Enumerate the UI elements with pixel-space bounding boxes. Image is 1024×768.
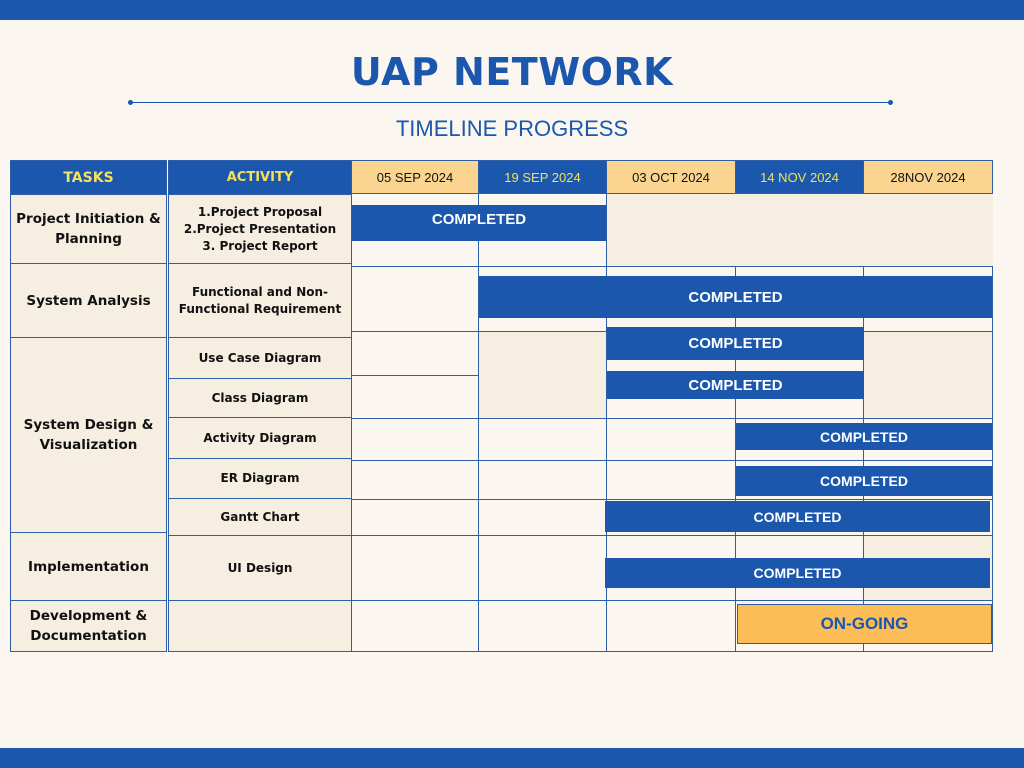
- bar-class: COMPLETED: [607, 371, 864, 399]
- bar-use-case-label: COMPLETED: [688, 335, 783, 352]
- bar-development: ON-GOING: [737, 604, 992, 644]
- divider-right-dot: [888, 100, 893, 105]
- task-label-development: Development & Documentation: [29, 608, 148, 644]
- grid-col-line-1: [478, 193, 479, 652]
- activity-label-ui: UI Design: [227, 560, 293, 575]
- task-cell-development: Development & Documentation: [10, 600, 167, 652]
- activity-cell-gantt: Gantt Chart: [168, 498, 352, 536]
- grid-shade-row3b: [479, 332, 606, 418]
- top-banner: [0, 0, 1024, 20]
- bar-use-case: COMPLETED: [607, 327, 864, 360]
- page-subtitle: TIMELINE PROGRESS: [395, 116, 629, 141]
- grid-row-line-8: [351, 600, 993, 601]
- activity-header: ACTIVITY: [168, 160, 352, 195]
- bar-ui-label: COMPLETED: [753, 565, 842, 581]
- activity-label-project-docs: 1.Project Proposal 2.Project Presentatio…: [183, 204, 337, 253]
- activity-label-requirements: Functional and Non- Functional Requireme…: [178, 284, 342, 316]
- grid-col-line-2: [606, 193, 607, 652]
- bar-class-label: COMPLETED: [688, 376, 783, 394]
- grid-row-line-5: [351, 460, 993, 461]
- bar-ui: COMPLETED: [605, 558, 990, 588]
- bar-analysis: COMPLETED: [479, 276, 992, 318]
- activity-cell-er: ER Diagram: [168, 458, 352, 499]
- grid-row-line-6: [351, 499, 993, 500]
- timeline-grid: [351, 193, 993, 652]
- grid-col-line-4: [863, 193, 864, 652]
- activity-cell-activity: Activity Diagram: [168, 417, 352, 459]
- activity-cell-project-docs: 1.Project Proposal 2.Project Presentatio…: [168, 194, 352, 264]
- activity-cell-empty: [168, 600, 352, 652]
- activity-label-activity: Activity Diagram: [203, 430, 317, 445]
- bar-activity-label: COMPLETED: [820, 428, 908, 445]
- bar-analysis-label: COMPLETED: [688, 288, 783, 306]
- grid-shade-row3: [864, 332, 992, 418]
- date-label-1: 05 SEP 2024: [376, 169, 454, 185]
- date-header-2: 19 SEP 2024: [478, 160, 607, 194]
- bottom-banner: [0, 748, 1024, 768]
- bar-gantt: COMPLETED: [605, 501, 990, 532]
- tasks-header-label: TASKS: [63, 169, 114, 186]
- page-title: UAP NETWORK: [350, 50, 674, 94]
- task-label-design: System Design & Visualization: [23, 417, 154, 453]
- date-label-5: 28NOV 2024: [890, 169, 966, 185]
- activity-header-label: ACTIVITY: [226, 170, 294, 185]
- date-label-3: 03 OCT 2024: [632, 169, 710, 185]
- activity-label-er: ER Diagram: [220, 471, 300, 485]
- task-cell-design: System Design & Visualization: [10, 337, 167, 533]
- activity-cell-class: Class Diagram: [168, 378, 352, 418]
- task-cell-implementation: Implementation: [10, 532, 167, 601]
- bar-er-label: COMPLETED: [820, 473, 908, 489]
- tasks-header: TASKS: [10, 160, 167, 195]
- bar-initiation: COMPLETED: [352, 205, 606, 241]
- activity-cell-use-case: Use Case Diagram: [168, 337, 352, 379]
- title-divider: [130, 102, 892, 103]
- activity-cell-requirements: Functional and Non- Functional Requireme…: [168, 263, 352, 338]
- bar-activity: COMPLETED: [736, 423, 992, 450]
- task-cell-initiation: Project Initiation & Planning: [10, 194, 167, 264]
- bar-initiation-label: COMPLETED: [431, 211, 527, 228]
- task-label-implementation: Implementation: [28, 558, 149, 575]
- activity-label-gantt: Gantt Chart: [220, 509, 300, 524]
- date-label-4: 14 NOV 2024: [760, 169, 839, 185]
- task-label-initiation: Project Initiation & Planning: [16, 211, 161, 247]
- grid-row-line-4: [351, 418, 993, 419]
- grid-row-line-1: [351, 266, 993, 267]
- bar-er: COMPLETED: [736, 466, 992, 496]
- date-label-2: 19 SEP 2024: [504, 169, 581, 185]
- bar-gantt-label: COMPLETED: [753, 508, 842, 525]
- activity-label-use-case: Use Case Diagram: [198, 350, 322, 365]
- date-header-3: 03 OCT 2024: [606, 160, 736, 194]
- activity-label-class: Class Diagram: [211, 390, 309, 405]
- date-header-5: 28NOV 2024: [863, 160, 993, 194]
- task-label-analysis: System Analysis: [26, 292, 151, 309]
- task-cell-analysis: System Analysis: [10, 263, 167, 338]
- grid-row-line-7: [351, 535, 993, 536]
- date-header-1: 05 SEP 2024: [351, 160, 479, 194]
- date-header-4: 14 NOV 2024: [735, 160, 864, 194]
- activity-cell-ui: UI Design: [168, 535, 352, 601]
- grid-col-line-3: [735, 193, 736, 652]
- bar-development-label: ON-GOING: [820, 614, 909, 633]
- grid-shade-row1: [607, 194, 993, 266]
